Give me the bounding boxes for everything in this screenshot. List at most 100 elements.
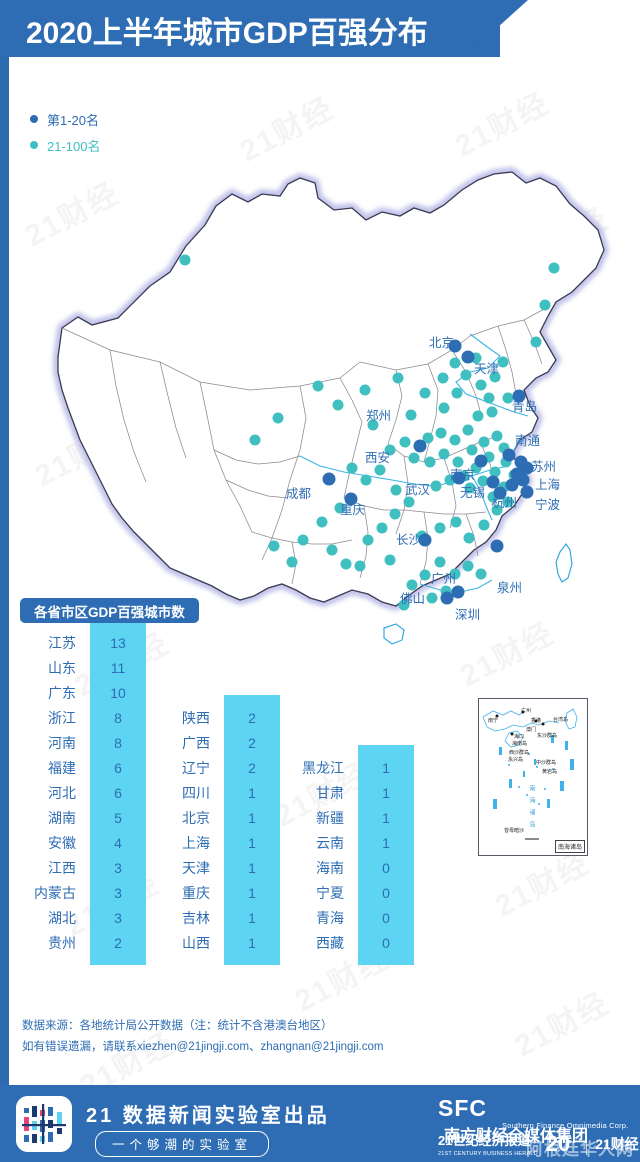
province-count: 1 — [382, 834, 390, 851]
inset-label-haikou: 海口 — [514, 734, 525, 740]
inset-label-huangyan: 黄岩岛 — [542, 769, 558, 775]
province-count: 1 — [382, 784, 390, 801]
sfc-logo: SFC 南方财经全媒体集团 Southern Finance Omnimedia… — [438, 1095, 640, 1146]
province-name: 四川 — [182, 784, 210, 801]
legend-dot-icon — [30, 115, 38, 123]
column-highlight-bar — [358, 745, 414, 965]
national-border — [57, 171, 605, 607]
legend-item-top20: 第1-20名 — [30, 106, 100, 132]
inset-label-taiwan: 台湾岛 — [553, 717, 569, 723]
province-count: 0 — [382, 884, 390, 901]
table-row: 甘肃 1 — [290, 780, 414, 805]
lab-logo-icon — [16, 1096, 72, 1152]
province-name: 安徽 — [48, 834, 76, 851]
province-name: 吉林 — [182, 909, 210, 926]
province-name: 海南 — [316, 859, 344, 876]
table-row: 安徽 4 — [22, 830, 146, 855]
province-count: 3 — [114, 884, 122, 901]
legend-dot-icon — [30, 141, 38, 149]
table-column-3: 黑龙江 1 甘肃 1 新疆 1 云南 1 海南 0 宁夏 0 青海 0 西藏 0 — [290, 745, 414, 965]
table-row: 湖南 5 — [22, 805, 146, 830]
province-name: 山东 — [48, 659, 76, 676]
page-title: 2020上半年城市GDP百强分布 — [26, 17, 428, 50]
table-column-1: 江苏 13 山东 11 广东 10 浙江 8 河南 8 福建 6 河北 6 湖南 5 安徽 4 江… — [22, 620, 146, 965]
legend-label: 第1-20名 — [47, 112, 100, 128]
province-count: 13 — [110, 634, 126, 651]
table-row: 云南 1 — [290, 830, 414, 855]
inset-label-hainan: 海南岛 — [512, 741, 528, 747]
province-name: 黑龙江 — [302, 759, 344, 776]
province-count: 1 — [382, 759, 390, 776]
province-count: 6 — [114, 759, 122, 776]
province-count: 0 — [382, 909, 390, 926]
city-label: 北京 — [429, 336, 455, 350]
province-name: 西藏 — [316, 934, 344, 951]
inset-map-svg — [482, 708, 578, 840]
table-row: 宁夏 0 — [290, 880, 414, 905]
inset-label-hongkong: 香港 — [531, 718, 542, 724]
city-label: 无锡 — [460, 486, 486, 500]
inset-label-macau: 澳门 — [526, 727, 537, 733]
table-row: 海南 0 — [290, 855, 414, 880]
city-label: 武汉 — [405, 483, 431, 497]
city-label: 佛山 — [400, 592, 426, 606]
province-name: 广西 — [182, 734, 210, 751]
source-note-line1: 数据来源：各地统计局公开数据（注：统计不含港澳台地区） — [22, 1020, 333, 1032]
table-row: 广东 10 — [22, 680, 146, 705]
table-row: 江苏 13 — [22, 630, 146, 655]
table-row: 吉林 1 — [156, 905, 280, 930]
city-label: 深圳 — [455, 608, 481, 622]
province-name: 山西 — [182, 934, 210, 951]
table-row: 上海 1 — [156, 830, 280, 855]
province-name: 贵州 — [48, 934, 76, 951]
table-row: 山东 11 — [22, 655, 146, 680]
table-row: 内蒙古 3 — [22, 880, 146, 905]
table-column-2: 陕西 2 广西 2 辽宁 2 四川 1 北京 1 上海 1 天津 1 重庆 1 吉林 1 山西 1 — [156, 695, 280, 965]
province-name: 天津 — [182, 859, 210, 876]
province-count: 11 — [110, 659, 126, 676]
table-row: 山西 1 — [156, 930, 280, 955]
divider — [586, 1132, 588, 1155]
city-label: 南通 — [515, 434, 541, 448]
province-name: 江西 — [48, 859, 76, 876]
city-label: 成都 — [286, 487, 312, 501]
south-china-sea-inset: 广州 南宁 香港 台湾岛 澳门 东沙群岛 海口 海南岛 西沙群岛 永兴岛 中沙群… — [478, 698, 588, 856]
table-row: 贵州 2 — [22, 930, 146, 955]
province-count: 1 — [382, 809, 390, 826]
sfc-letters: SFC — [438, 1095, 487, 1121]
sfc-english-name: Southern Finance Omnimedia Corp. — [502, 1121, 629, 1130]
inset-caption: 南海诸岛 — [554, 840, 585, 853]
table-row: 江西 3 — [22, 855, 146, 880]
province-count: 1 — [248, 934, 256, 951]
inset-label-dongsha: 东沙群岛 — [537, 733, 558, 739]
province-name: 重庆 — [182, 884, 210, 901]
province-name: 河北 — [48, 784, 76, 801]
province-count-table: 江苏 13 山东 11 广东 10 浙江 8 河南 8 福建 6 河北 6 湖南 5 安徽 4 江… — [0, 620, 640, 970]
title-bar — [0, 0, 528, 57]
province-count: 0 — [382, 934, 390, 951]
table-row: 辽宁 2 — [156, 755, 280, 780]
province-name: 宁夏 — [316, 884, 344, 901]
province-name: 北京 — [182, 809, 210, 826]
footer-bar: 21 数据新闻实验室出品 一个够潮的实验室 SFC 南方财经全媒体集团 Sout… — [0, 1085, 640, 1162]
inset-sea-label: 南海诸岛 — [528, 785, 534, 833]
province-count: 1 — [248, 859, 256, 876]
city-label: 长沙 — [396, 533, 422, 547]
map-svg — [54, 168, 608, 645]
legend-item-rest: 21-100名 — [30, 132, 100, 158]
source-note-line2: 如有错误遗漏，请联系xiezhen@21jingji.com、zhangnan@… — [22, 1041, 384, 1053]
province-count: 2 — [248, 734, 256, 751]
column-highlight-bar — [90, 620, 146, 965]
table-row: 黑龙江 1 — [290, 755, 414, 780]
left-accent-bar — [0, 0, 9, 1085]
city-dots-top20 — [322, 339, 534, 605]
herald-en: 21ST CENTURY BUSINESS HERALD — [438, 1151, 538, 1157]
inset-label-guangzhou: 广州 — [521, 708, 532, 714]
china-map: 北京 天津 青岛 郑州 南通 西安 苏州 南京 上海 成都 武汉 无锡 杭州 宁… — [0, 150, 640, 670]
province-name: 广东 — [48, 684, 76, 701]
table-row: 西藏 0 — [290, 930, 414, 955]
corner-watermark: 阿根廷华人网 — [526, 1140, 634, 1159]
footer-sub-brands: 21世纪经济报道 21ST CENTURY BUSINESS HERALD 20… — [438, 1130, 639, 1158]
footer-brand-title: 21 数据新闻实验室出品 — [86, 1105, 330, 1127]
